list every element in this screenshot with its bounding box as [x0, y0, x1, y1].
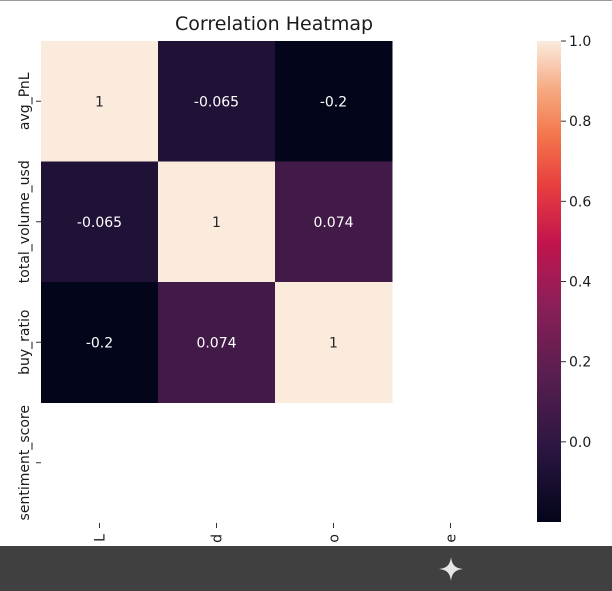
colorbar-tick-label: 0.4 — [569, 275, 591, 291]
correlation-heatmap: Correlation Heatmap 1 -0.065 -0.2 -0.065 1 0.… — [17, 13, 591, 543]
colorbar-tick-label: 0.6 — [569, 194, 591, 210]
top-divider — [0, 0, 612, 1]
heatmap-cell — [275, 41, 393, 162]
col-label: e — [444, 534, 460, 543]
col-label: L — [93, 534, 109, 542]
row-label: total_volume_usd — [17, 160, 33, 283]
cell-annotation: -0.2 — [86, 335, 113, 351]
colorbar-gradient — [537, 41, 561, 522]
cell-annotation: 1 — [329, 335, 338, 351]
colorbar-tick-label: 1.0 — [569, 34, 591, 50]
row-label: sentiment_score — [17, 405, 33, 520]
heatmap-cell — [158, 41, 276, 162]
cell-annotation: 0.074 — [313, 215, 353, 231]
cell-annotation: -0.2 — [320, 94, 347, 110]
colorbar: 1.0 0.8 0.6 0.4 0.2 0.0 — [537, 34, 591, 522]
col-label: d — [210, 534, 226, 543]
cell-annotation: -0.065 — [77, 215, 122, 231]
cell-annotation: -0.065 — [194, 94, 239, 110]
heatmap-cell — [41, 282, 159, 403]
heatmap-cell — [275, 282, 393, 403]
col-label: o — [327, 534, 343, 543]
cell-annotation: 0.074 — [196, 335, 236, 351]
sparkle-icon[interactable] — [438, 556, 464, 582]
bottom-toolbar — [0, 546, 612, 591]
heatmap-cell — [158, 282, 276, 403]
colorbar-tick-label: 0.2 — [569, 355, 591, 371]
heatmap-cell — [275, 161, 393, 283]
colorbar-tick-label: 0.0 — [569, 435, 591, 451]
colorbar-tick-label: 0.8 — [569, 114, 591, 130]
heatmap-cell — [41, 161, 159, 283]
cell-annotation: 1 — [95, 94, 104, 110]
cell-annotation: 1 — [212, 215, 221, 231]
heatmap-cell — [41, 41, 159, 162]
row-label: buy_ratio — [17, 310, 33, 375]
chart-title: Correlation Heatmap — [175, 13, 373, 35]
row-label: avg_PnL — [17, 72, 33, 130]
heatmap-cell — [158, 161, 276, 283]
